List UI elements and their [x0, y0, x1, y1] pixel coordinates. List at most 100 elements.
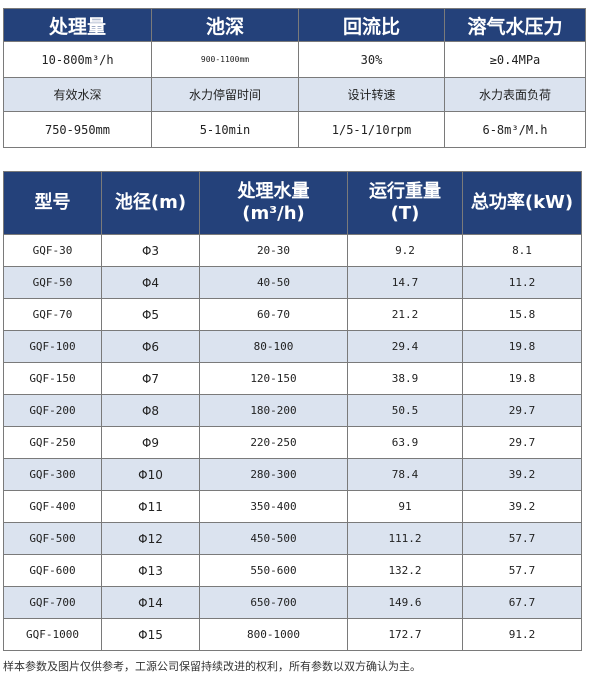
table-row: GQF-200 Φ8 180-200 50.5 29.7 [3, 394, 582, 427]
header-reflux-ratio: 回流比 [298, 8, 445, 42]
table-row: GQF-70 Φ5 60-70 21.2 15.8 [3, 298, 582, 331]
value-tank-depth: 900-1100mm [151, 41, 299, 78]
parameters-label-row: 有效水深 水力停留时间 设计转速 水力表面负荷 [3, 77, 586, 112]
header-total-power: 总功率(kW) [462, 171, 582, 235]
value-effective-depth: 750-950mm [3, 111, 152, 148]
total-power-cell: 67.7 [462, 586, 582, 619]
header-capacity: 处理量 [3, 8, 152, 42]
header-water-volume: 处理水量 (m³/h) [199, 171, 348, 235]
operating-weight-cell: 132.2 [347, 554, 463, 587]
table-row: GQF-150 Φ7 120-150 38.9 19.8 [3, 362, 582, 395]
total-power-cell: 57.7 [462, 554, 582, 587]
header-model: 型号 [3, 171, 102, 235]
diameter-cell: Φ14 [101, 586, 200, 619]
total-power-cell: 15.8 [462, 298, 582, 331]
model-cell: GQF-70 [3, 298, 102, 331]
models-header-row: 型号 池径(m) 处理水量 (m³/h) 运行重量 (T) 总功率(kW) [3, 171, 582, 235]
header-dissolved-air-pressure: 溶气水压力 [444, 8, 586, 42]
parameters-value-row-2: 750-950mm 5-10min 1/5-1/10rpm 6-8m³/M.h [3, 111, 586, 148]
table-row: GQF-500 Φ12 450-500 111.2 57.7 [3, 522, 582, 555]
diameter-cell: Φ3 [101, 234, 200, 267]
header-operating-weight: 运行重量 (T) [347, 171, 463, 235]
operating-weight-cell: 14.7 [347, 266, 463, 299]
diameter-cell: Φ12 [101, 522, 200, 555]
value-reflux-ratio: 30% [298, 41, 445, 78]
table-row: GQF-600 Φ13 550-600 132.2 57.7 [3, 554, 582, 587]
water-volume-cell: 280-300 [199, 458, 348, 491]
operating-weight-cell: 38.9 [347, 362, 463, 395]
water-volume-cell: 120-150 [199, 362, 348, 395]
operating-weight-cell: 9.2 [347, 234, 463, 267]
model-cell: GQF-600 [3, 554, 102, 587]
table-row: GQF-30 Φ3 20-30 9.2 8.1 [3, 234, 582, 267]
water-volume-cell: 650-700 [199, 586, 348, 619]
table-row: GQF-1000 Φ15 800-1000 172.7 91.2 [3, 618, 582, 651]
operating-weight-cell: 63.9 [347, 426, 463, 459]
label-effective-depth: 有效水深 [3, 77, 152, 112]
model-cell: GQF-500 [3, 522, 102, 555]
operating-weight-cell: 50.5 [347, 394, 463, 427]
operating-weight-cell: 29.4 [347, 330, 463, 363]
operating-weight-cell: 91 [347, 490, 463, 523]
diameter-cell: Φ13 [101, 554, 200, 587]
value-dissolved-air-pressure: ≥0.4MPa [444, 41, 586, 78]
table-row: GQF-50 Φ4 40-50 14.7 11.2 [3, 266, 582, 299]
water-volume-cell: 80-100 [199, 330, 348, 363]
model-cell: GQF-400 [3, 490, 102, 523]
models-body: GQF-30 Φ3 20-30 9.2 8.1 GQF-50 Φ4 40-50 14.7 11.2… [3, 234, 582, 651]
model-cell: GQF-250 [3, 426, 102, 459]
diameter-cell: Φ15 [101, 618, 200, 651]
value-design-speed: 1/5-1/10rpm [298, 111, 445, 148]
total-power-cell: 29.7 [462, 426, 582, 459]
total-power-cell: 19.8 [462, 330, 582, 363]
water-volume-cell: 450-500 [199, 522, 348, 555]
operating-weight-cell: 149.6 [347, 586, 463, 619]
table-row: GQF-400 Φ11 350-400 91 39.2 [3, 490, 582, 523]
model-cell: GQF-50 [3, 266, 102, 299]
model-cell: GQF-30 [3, 234, 102, 267]
table-row: GQF-300 Φ10 280-300 78.4 39.2 [3, 458, 582, 491]
model-cell: GQF-200 [3, 394, 102, 427]
diameter-cell: Φ8 [101, 394, 200, 427]
total-power-cell: 91.2 [462, 618, 582, 651]
parameters-header-row: 处理量 池深 回流比 溶气水压力 [3, 8, 586, 42]
diameter-cell: Φ4 [101, 266, 200, 299]
total-power-cell: 11.2 [462, 266, 582, 299]
water-volume-cell: 550-600 [199, 554, 348, 587]
label-design-speed: 设计转速 [298, 77, 445, 112]
water-volume-cell: 220-250 [199, 426, 348, 459]
total-power-cell: 39.2 [462, 458, 582, 491]
value-retention-time: 5-10min [151, 111, 299, 148]
water-volume-cell: 40-50 [199, 266, 348, 299]
water-volume-cell: 350-400 [199, 490, 348, 523]
operating-weight-cell: 172.7 [347, 618, 463, 651]
label-surface-load: 水力表面负荷 [444, 77, 586, 112]
total-power-cell: 8.1 [462, 234, 582, 267]
value-surface-load: 6-8m³/M.h [444, 111, 586, 148]
total-power-cell: 39.2 [462, 490, 582, 523]
model-cell: GQF-300 [3, 458, 102, 491]
diameter-cell: Φ7 [101, 362, 200, 395]
table-row: GQF-100 Φ6 80-100 29.4 19.8 [3, 330, 582, 363]
diameter-cell: Φ6 [101, 330, 200, 363]
value-capacity: 10-800m³/h [3, 41, 152, 78]
total-power-cell: 57.7 [462, 522, 582, 555]
table-row: GQF-250 Φ9 220-250 63.9 29.7 [3, 426, 582, 459]
operating-weight-cell: 78.4 [347, 458, 463, 491]
model-cell: GQF-100 [3, 330, 102, 363]
water-volume-cell: 180-200 [199, 394, 348, 427]
table-row: GQF-700 Φ14 650-700 149.6 67.7 [3, 586, 582, 619]
operating-weight-cell: 111.2 [347, 522, 463, 555]
operating-weight-cell: 21.2 [347, 298, 463, 331]
diameter-cell: Φ9 [101, 426, 200, 459]
water-volume-cell: 800-1000 [199, 618, 348, 651]
total-power-cell: 29.7 [462, 394, 582, 427]
diameter-cell: Φ11 [101, 490, 200, 523]
parameters-table: 处理量 池深 回流比 溶气水压力 10-800m³/h 900-1100mm 3… [3, 8, 586, 148]
diameter-cell: Φ5 [101, 298, 200, 331]
footnote: 样本参数及图片仅供参考，工源公司保留持续改进的权利，所有参数以双方确认为主。 [3, 660, 421, 673]
models-table: 型号 池径(m) 处理水量 (m³/h) 运行重量 (T) 总功率(kW) GQ… [3, 171, 582, 651]
model-cell: GQF-1000 [3, 618, 102, 651]
total-power-cell: 19.8 [462, 362, 582, 395]
header-diameter: 池径(m) [101, 171, 200, 235]
